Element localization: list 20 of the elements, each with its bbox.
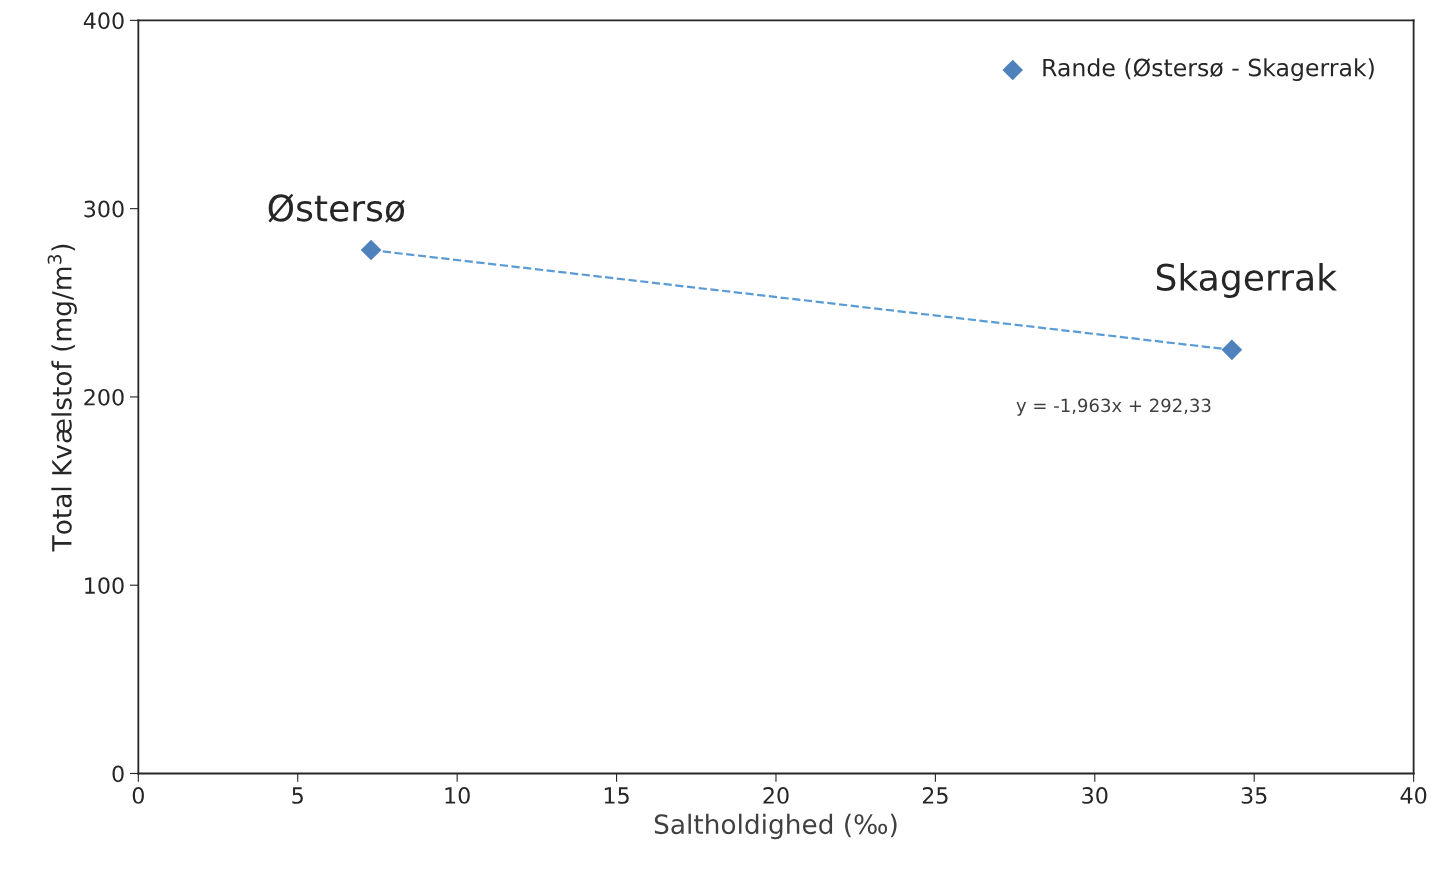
y-tick-label: 0 (112, 765, 124, 783)
y-axis-title: Total Kvælstof (mg/m$^{3}$) (47, 244, 77, 552)
y-tick-label: 300 (84, 200, 124, 218)
y-tick-label: 100 (85, 577, 124, 594)
x-axis-title: Saltholdighed (‰) (654, 813, 897, 840)
annotation: Skagerrak (1156, 262, 1337, 298)
x-tick-label: 0 (132, 787, 144, 804)
x-tick-label: 20 (763, 787, 789, 804)
y-tick-label: 400 (83, 12, 124, 30)
x-tick-label: 5 (292, 787, 303, 804)
annotation: Østersø (268, 193, 405, 223)
x-tick-label: 35 (1241, 787, 1267, 804)
annotation: y = -1,963x + 292,33 (1016, 398, 1211, 416)
x-tick-label: 25 (922, 787, 948, 804)
x-tick-label: 30 (1082, 787, 1108, 804)
x-tick-label: 10 (445, 787, 470, 804)
legend-label: Rande (Østersø - Skagerrak) (1043, 58, 1374, 82)
y-tick-label: 200 (84, 388, 124, 406)
x-tick-label: 15 (604, 787, 629, 804)
x-tick-label: 40 (1400, 787, 1427, 804)
